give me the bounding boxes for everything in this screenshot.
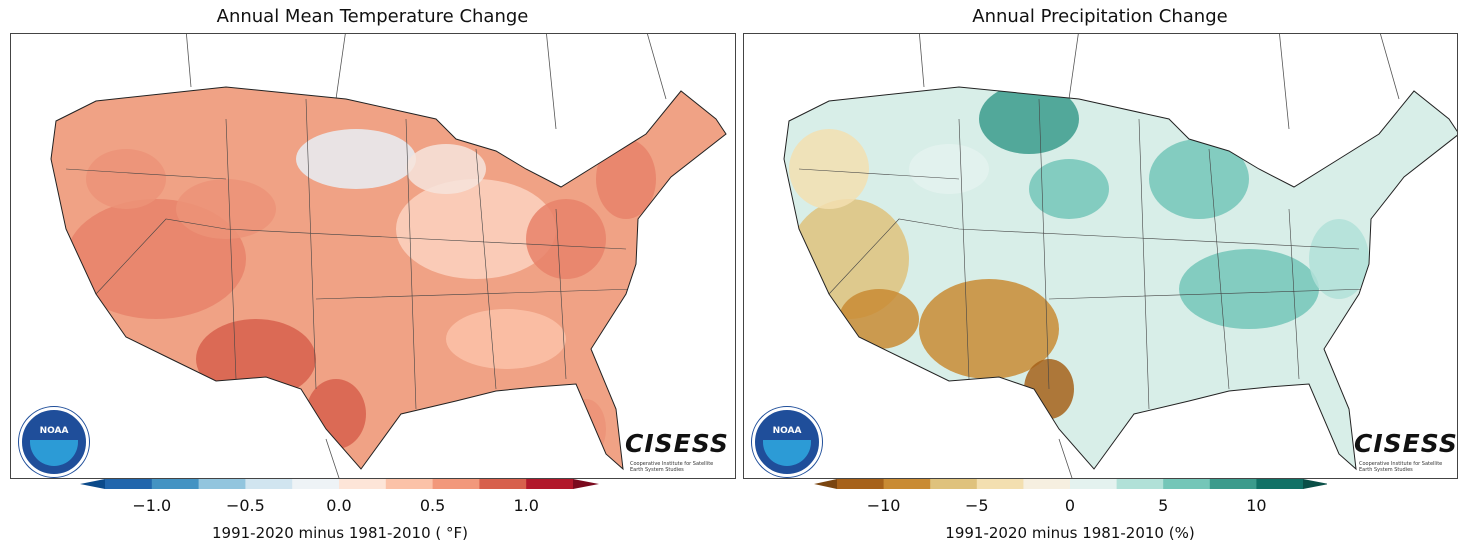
colorbar-tick-label: −5 xyxy=(965,496,989,515)
conus-outline xyxy=(783,86,1457,471)
anomaly-region xyxy=(839,289,919,349)
anomaly-region xyxy=(446,309,566,369)
precipitation-colorbar-label: 1991-2020 minus 1981-2010 (%) xyxy=(945,524,1195,542)
colorbar-bin xyxy=(339,479,387,489)
anomaly-region xyxy=(909,144,989,194)
cisess-subtitle: Cooperative Institute for Satellite Eart… xyxy=(1359,461,1443,473)
temperature-colorbar-label: 1991-2020 minus 1981-2010 ( °F) xyxy=(211,524,469,542)
country-borders xyxy=(919,34,1400,478)
anomaly-region xyxy=(406,144,486,194)
colorbar-bin xyxy=(385,479,434,489)
anomaly-region xyxy=(1309,219,1369,299)
anomaly-region xyxy=(306,379,366,449)
colorbar-tick-label: 0 xyxy=(1064,496,1076,515)
colorbar-bin xyxy=(198,479,246,489)
colorbar-extend-high xyxy=(1303,479,1327,489)
state-borders xyxy=(65,98,637,410)
colorbar-bin xyxy=(105,479,153,489)
colorbar-tick-label: −1.0 xyxy=(132,496,172,515)
colorbar-bin xyxy=(432,479,480,489)
colorbar-bin xyxy=(837,479,885,489)
colorbar-extend-high xyxy=(573,479,599,489)
temperature-map xyxy=(50,34,727,478)
cisess-subtitle: Cooperative Institute for Satellite Eart… xyxy=(630,461,714,473)
colorbar-tick-label: 1.0 xyxy=(513,496,539,515)
temperature-map-title: Annual Mean Temperature Change xyxy=(216,6,529,27)
cisess-logo: CISESS xyxy=(625,429,729,458)
colorbar-bin xyxy=(479,479,527,489)
precipitation-map-title: Annual Precipitation Change xyxy=(972,6,1228,27)
conus-outline xyxy=(50,86,727,471)
anomaly-region xyxy=(596,139,656,219)
temperature-map-panel: NOAA CISESS Cooperative Institute for Sa… xyxy=(10,33,736,479)
colorbar-bin xyxy=(1209,479,1257,489)
anomaly-region xyxy=(196,319,316,399)
colorbar-bin xyxy=(1116,479,1164,489)
colorbar-tick-label: 5 xyxy=(1158,496,1169,515)
colorbar-bin xyxy=(1023,479,1071,489)
anomaly-region xyxy=(789,129,869,209)
colorbar-extend-low xyxy=(80,479,105,489)
colorbar-bin xyxy=(883,479,931,489)
anomaly-region xyxy=(1179,249,1319,329)
colorbar-tick-label: 0.0 xyxy=(326,496,352,515)
colorbar-tick-label: −10 xyxy=(866,496,901,515)
colorbar-bin xyxy=(151,479,200,489)
colorbar-bin xyxy=(1163,479,1211,489)
anomaly-region xyxy=(86,149,166,209)
colorbar-bin xyxy=(976,479,1024,489)
precipitation-colorbar xyxy=(814,479,1327,489)
anomaly-region xyxy=(1029,159,1109,219)
colorbar-tick-label: 0.5 xyxy=(419,496,446,515)
colorbar-bin xyxy=(292,479,340,489)
country-borders xyxy=(186,34,667,478)
precipitation-map xyxy=(783,34,1457,478)
state-borders xyxy=(798,98,1370,410)
anomaly-region xyxy=(1149,139,1249,219)
anomaly-region xyxy=(396,179,556,279)
cisess-logo: CISESS xyxy=(1354,429,1458,458)
noaa-logo: NOAA xyxy=(19,407,89,477)
precipitation-map-panel: NOAA CISESS Cooperative Institute for Sa… xyxy=(743,33,1458,479)
anomaly-region xyxy=(526,199,606,279)
colorbar-tick-label: −0.5 xyxy=(225,496,265,515)
anomaly-region xyxy=(176,179,276,239)
anomaly-region xyxy=(919,279,1059,379)
anomaly-region xyxy=(979,87,1079,154)
colorbar-extend-low xyxy=(814,479,837,489)
anomaly-region xyxy=(296,129,416,189)
colorbar-bin xyxy=(1070,479,1118,489)
colorbar-bin xyxy=(526,479,574,489)
noaa-logo: NOAA xyxy=(752,407,822,477)
colorbar-bin xyxy=(930,479,978,489)
temperature-colorbar xyxy=(80,479,599,489)
colorbar-bin xyxy=(1256,479,1304,489)
colorbar-tick-label: 10 xyxy=(1246,496,1267,515)
colorbar-bin xyxy=(245,479,293,489)
